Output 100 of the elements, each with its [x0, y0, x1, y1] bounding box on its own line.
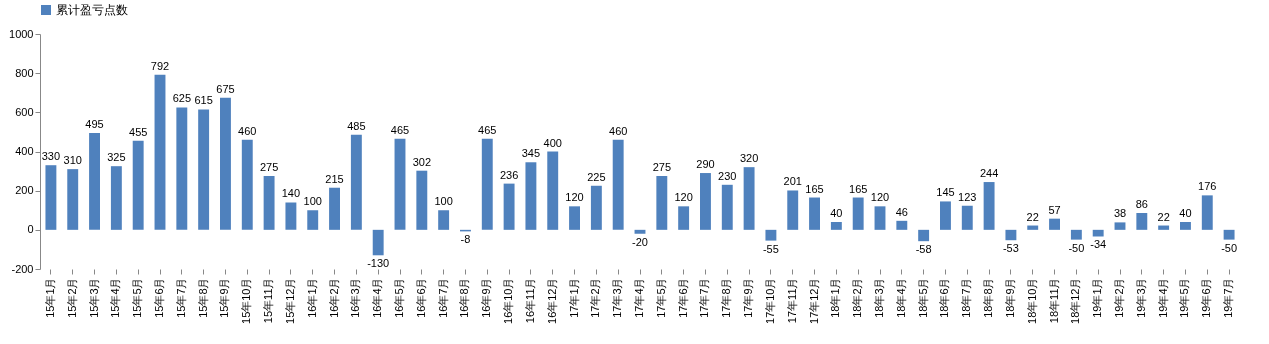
x-tick-label: 16年6月	[414, 277, 427, 318]
data-label: 615	[194, 94, 213, 107]
bar	[874, 206, 886, 230]
data-label: 40	[830, 207, 843, 219]
bar	[656, 175, 668, 230]
bar	[1092, 229, 1104, 237]
bar	[329, 187, 340, 230]
bar	[372, 229, 384, 256]
data-label: 460	[238, 124, 257, 137]
x-tick-label: 18年8月	[982, 277, 995, 318]
bar	[307, 210, 319, 230]
bar	[241, 139, 253, 230]
y-tick-label: 1000	[9, 27, 34, 40]
data-label: 120	[674, 191, 693, 204]
x-tick-label: 17年6月	[676, 277, 689, 318]
bar	[110, 166, 122, 230]
data-label: 120	[870, 191, 890, 204]
x-tick-label: 17年1月	[567, 277, 580, 318]
x-tick-label: 15年5月	[131, 277, 144, 318]
bar	[830, 222, 842, 230]
bar	[852, 197, 864, 230]
bar	[743, 167, 755, 230]
bar	[394, 138, 406, 230]
data-label: 145	[936, 186, 955, 199]
x-tick-label: 18年4月	[894, 277, 907, 318]
y-tick-label: 400	[15, 145, 34, 157]
data-label: 46	[895, 205, 908, 218]
data-label: 455	[129, 125, 148, 138]
bar	[700, 173, 711, 230]
x-tick-label: 18年5月	[916, 277, 929, 318]
x-tick-label: 15年6月	[153, 277, 165, 318]
bar	[787, 190, 799, 230]
x-tick-label: 18年7月	[960, 277, 973, 318]
legend-label: 累计盈亏点数	[56, 3, 128, 17]
x-tick-label: 16年8月	[458, 277, 471, 318]
bar	[1136, 212, 1148, 230]
x-tick-label: 15年3月	[87, 277, 100, 318]
bar	[481, 138, 493, 230]
x-tick-label: 16年9月	[480, 277, 493, 318]
data-label: 120	[565, 191, 584, 204]
bar	[198, 109, 210, 230]
x-tick-label: 19年3月	[1134, 277, 1147, 318]
x-tick-label: 17年12月	[807, 277, 820, 324]
bar	[1201, 195, 1213, 230]
data-label: 400	[543, 136, 562, 149]
data-label: 86	[1135, 197, 1148, 210]
data-label: -53	[1002, 242, 1019, 255]
data-label: -58	[915, 243, 932, 256]
bar	[89, 132, 100, 230]
x-tick-label: 18年10月	[1025, 277, 1038, 324]
bar	[721, 184, 733, 230]
bar	[569, 206, 580, 230]
x-tick-label: 18年2月	[851, 277, 864, 318]
x-tick-label: 17年10月	[763, 277, 776, 324]
bar	[1027, 225, 1039, 230]
bar	[132, 140, 144, 230]
data-label: 485	[347, 119, 366, 132]
x-tick-label: 15年2月	[65, 277, 78, 318]
bar	[67, 169, 79, 230]
bar	[612, 139, 624, 230]
x-tick-label: 17年3月	[611, 277, 624, 318]
data-label: 325	[107, 151, 126, 164]
bar	[547, 151, 559, 230]
x-tick-label: 15年1月	[43, 277, 56, 318]
x-tick-label: 16年10月	[502, 277, 515, 324]
x-tick-label: 16年1月	[305, 277, 318, 318]
x-tick-label: 18年11月	[1047, 277, 1060, 324]
data-label: 465	[478, 123, 497, 136]
x-tick-label: 15年4月	[109, 277, 122, 318]
x-tick-label: 18年3月	[873, 277, 885, 318]
x-tick-label: 19年6月	[1200, 277, 1213, 318]
data-label: -8	[460, 233, 471, 246]
data-label: 123	[958, 190, 977, 203]
data-label: 236	[499, 168, 519, 181]
bar	[525, 162, 537, 230]
y-tick-label: -200	[11, 262, 34, 275]
bar	[1158, 225, 1170, 230]
data-label: 38	[1113, 207, 1127, 220]
bar	[765, 229, 777, 241]
data-label: 244	[979, 167, 999, 180]
data-label: -34	[1090, 238, 1107, 251]
data-label: 40	[1179, 207, 1192, 219]
x-tick-label: 16年2月	[327, 277, 340, 318]
x-tick-label: 16年7月	[436, 277, 449, 318]
bar	[983, 182, 995, 230]
data-label: -50	[1221, 241, 1238, 254]
x-tick-label: 18年1月	[829, 277, 842, 318]
bar	[416, 170, 428, 230]
x-tick-label: 16年12月	[545, 277, 558, 324]
bar	[1114, 222, 1126, 230]
data-label: 625	[172, 92, 191, 105]
data-label: 140	[281, 187, 301, 200]
data-label: -55	[762, 242, 779, 255]
y-tick-label: 600	[15, 105, 34, 118]
bar	[503, 183, 515, 230]
data-label: 792	[150, 59, 170, 72]
data-label: 330	[41, 150, 61, 163]
data-label: 465	[390, 123, 410, 136]
x-tick-label: 17年8月	[720, 277, 733, 318]
x-tick-label: 17年2月	[589, 277, 602, 318]
